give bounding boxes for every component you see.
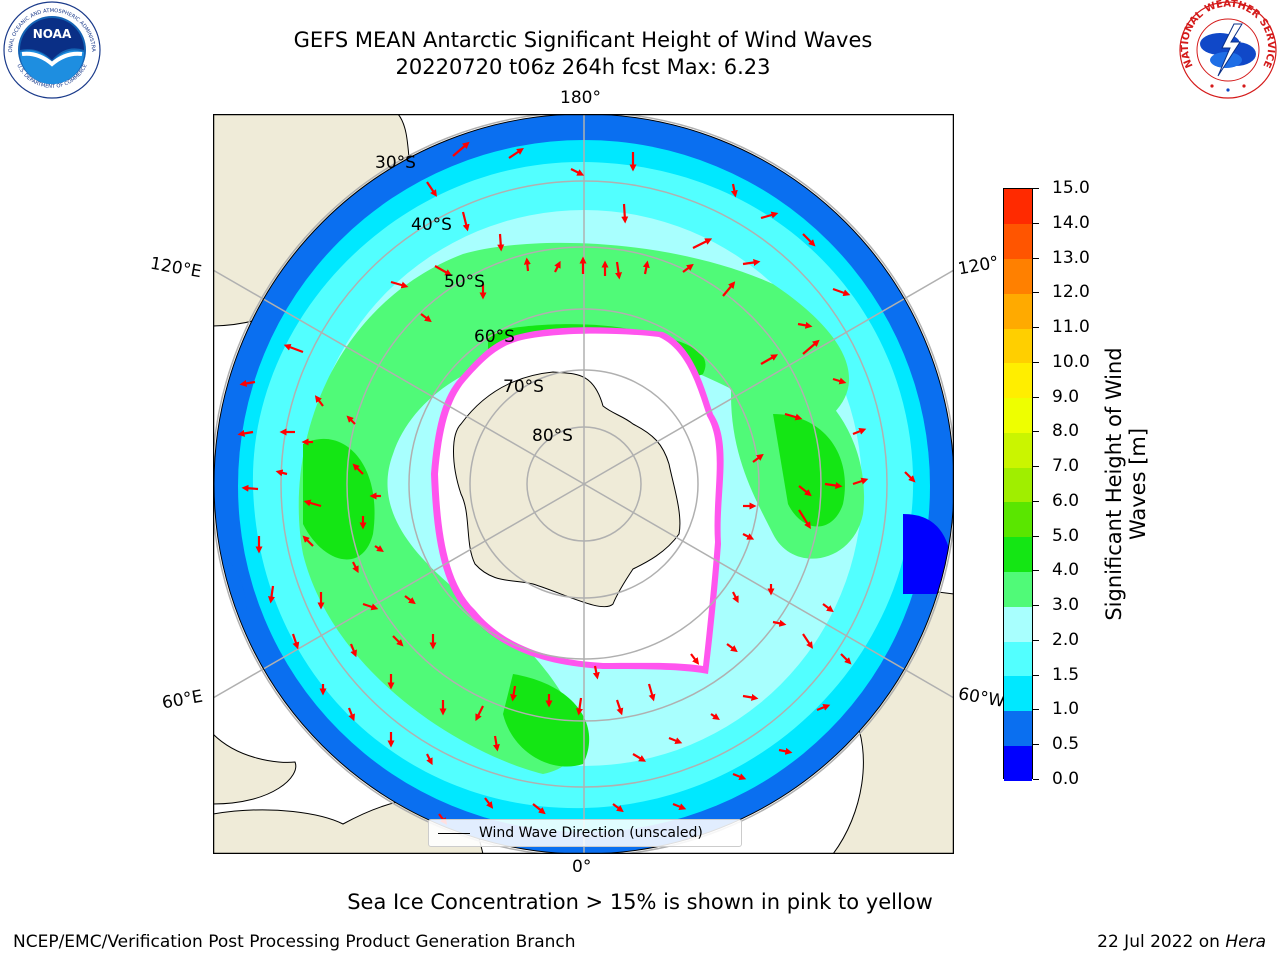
- colorbar-tick-label: 8.0: [1052, 421, 1080, 442]
- colorbar-tick-label: 9.0: [1052, 386, 1080, 407]
- footer-date: 22 Jul 2022 on Hera: [1097, 932, 1266, 952]
- colorbar-segment: [1004, 189, 1032, 225]
- colorbar-segment: [1004, 536, 1032, 572]
- colorbar-segment: [1004, 293, 1032, 329]
- colorbar-tick-label: 1.0: [1052, 699, 1080, 720]
- colorbar-tick-label: 3.0: [1052, 595, 1080, 616]
- colorbar-segment: [1004, 397, 1032, 433]
- colorbar-tick-mark: [1033, 222, 1039, 224]
- colorbar-tick-label: 1.5: [1052, 664, 1080, 685]
- colorbar-tick-label: 15.0: [1052, 178, 1090, 198]
- legend-line-symbol: [438, 832, 470, 834]
- footer-date-text: 22 Jul 2022 on: [1097, 932, 1226, 952]
- colorbar-title: Significant Height of Wind Waves [m]: [1098, 188, 1154, 779]
- colorbar-tick-mark: [1033, 431, 1039, 433]
- longitude-grid: [213, 114, 954, 854]
- lon-label-120e: 120°E: [148, 253, 204, 283]
- colorbar-tick-mark: [1033, 639, 1039, 641]
- sea-ice-note: Sea Ice Concentration > 15% is shown in …: [347, 890, 933, 914]
- colorbar-tick-label: 12.0: [1052, 282, 1090, 303]
- colorbar-tick-label: 4.0: [1052, 560, 1080, 581]
- legend-label: Wind Wave Direction (unscaled): [479, 825, 703, 841]
- colorbar-tick-mark: [1033, 396, 1039, 398]
- lat-label-60s: 60°S: [474, 327, 515, 347]
- colorbar-tick-label: 11.0: [1052, 317, 1090, 338]
- colorbar-tick-mark: [1033, 500, 1039, 502]
- madagascar-landmass: [213, 733, 297, 805]
- antarctica-landmass: [453, 371, 681, 608]
- lon-label-120w: 120°: [956, 252, 1001, 280]
- colorbar-tick-label: 0.0: [1052, 769, 1080, 789]
- colorbar-tick-mark: [1033, 674, 1039, 676]
- colorbar-title-line2: Waves [m]: [1126, 427, 1150, 540]
- colorbar-tick-mark: [1033, 466, 1039, 468]
- nws-logo: NATIONAL WEATHER SERVICE: [1179, 0, 1277, 99]
- colorbar-tick-label: 10.0: [1052, 351, 1090, 372]
- colorbar-segment: [1004, 362, 1032, 399]
- footer-producer: NCEP/EMC/Verification Post Processing Pr…: [13, 932, 576, 952]
- map-legend: Wind Wave Direction (unscaled): [428, 819, 742, 847]
- chart-subtitle: 20220720 t06z 264h fcst Max: 6.23: [395, 55, 771, 79]
- colorbar-tick-mark: [1033, 605, 1039, 607]
- colorbar-tick-label: 2.0: [1052, 629, 1080, 650]
- colorbar-segment: [1004, 501, 1032, 538]
- chart-title: GEFS MEAN Antarctic Significant Height o…: [293, 28, 873, 52]
- colorbar: [1003, 188, 1033, 781]
- colorbar-segment: [1004, 571, 1032, 607]
- lon-label-60w: 60°W: [956, 684, 1007, 712]
- colorbar-tick-mark: [1033, 570, 1039, 572]
- colorbar-segment: [1004, 675, 1032, 712]
- colorbar-tick-mark: [1033, 779, 1039, 780]
- noaa-logo: NATIONAL OCEANIC AND ATMOSPHERIC ADMINIS…: [0, 0, 101, 99]
- colorbar-segment: [1004, 467, 1032, 503]
- colorbar-segment: [1004, 432, 1032, 468]
- colorbar-tick-label: 5.0: [1052, 525, 1080, 546]
- lon-label-180: 180°: [560, 88, 601, 108]
- lat-label-40s: 40°S: [411, 215, 452, 235]
- colorbar-segment: [1004, 223, 1032, 260]
- colorbar-tick-mark: [1033, 292, 1039, 294]
- noaa-logo-text: NOAA: [33, 27, 72, 41]
- colorbar-segment: [1004, 640, 1032, 677]
- colorbar-tick-label: 0.5: [1052, 734, 1080, 755]
- map-frame: [213, 114, 954, 854]
- lat-label-50s: 50°S: [444, 272, 485, 292]
- colorbar-segment: [1004, 745, 1032, 781]
- colorbar-tick-label: 14.0: [1052, 212, 1090, 233]
- colorbar-title-line1: Significant Height of Wind: [1102, 346, 1126, 621]
- colorbar-tick-mark: [1033, 535, 1039, 537]
- footer-system-name: Hera: [1225, 932, 1266, 952]
- colorbar-segment: [1004, 710, 1032, 746]
- colorbar-segment: [1004, 606, 1032, 642]
- polar-stereographic-map: 30°S 40°S 50°S 60°S 70°S 80°S: [213, 114, 954, 854]
- colorbar-tick-label: 6.0: [1052, 490, 1080, 511]
- colorbar-tick-mark: [1033, 744, 1039, 746]
- colorbar-tick-mark: [1033, 257, 1039, 259]
- lon-label-0: 0°: [572, 857, 592, 877]
- colorbar-tick-mark: [1033, 327, 1039, 329]
- lat-label-70s: 70°S: [503, 377, 544, 397]
- colorbar-tick-label: 13.0: [1052, 247, 1090, 268]
- colorbar-tick-mark: [1033, 361, 1039, 363]
- colorbar-segment: [1004, 328, 1032, 364]
- colorbar-ticks: 0.0 0.5 1.0 1.5 2.0 3.0 4.0 5.0 6.0 7.0 8.0 9.0 10.0…: [1033, 178, 1103, 789]
- lat-label-80s: 80°S: [532, 426, 573, 446]
- colorbar-tick-label: 7.0: [1052, 456, 1080, 477]
- lat-label-30s: 30°S: [375, 153, 416, 173]
- wind-wave-direction-arrows: [237, 141, 916, 825]
- colorbar-tick-mark: [1033, 709, 1039, 711]
- colorbar-tick-mark: [1033, 188, 1039, 189]
- colorbar-segment: [1004, 258, 1032, 294]
- lon-label-60e: 60°E: [160, 686, 205, 714]
